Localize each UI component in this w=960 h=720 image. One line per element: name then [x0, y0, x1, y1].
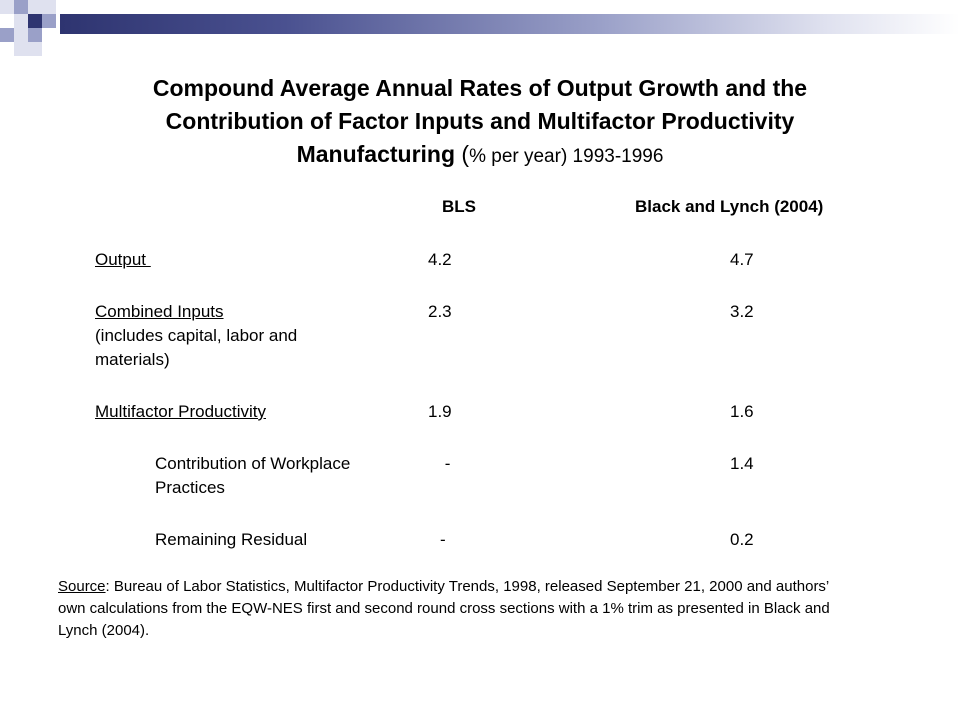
deco-square [28, 28, 42, 42]
source-text: : Bureau of Labor Statistics, Multifacto… [58, 578, 830, 639]
row-value-bls: 1.9 [428, 402, 452, 421]
header-gradient-bar [60, 14, 960, 34]
row-note-combined-inputs: (includes capital, labor and materials) [95, 326, 298, 369]
source-label: Source [58, 578, 106, 595]
deco-square [0, 28, 14, 42]
row-value-black-lynch: 0.2 [730, 530, 754, 549]
title-paren: ( [461, 141, 470, 167]
source-note: Source: Bureau of Labor Statistics, Mult… [58, 576, 858, 642]
row-value-black-lynch: 4.7 [730, 250, 754, 269]
title-manufacturing: Manufacturing [296, 141, 456, 167]
row-value-black-lynch: 1.4 [730, 454, 754, 473]
deco-square [0, 0, 14, 14]
deco-square [14, 14, 28, 28]
deco-square [42, 0, 56, 14]
row-value-bls: 4.2 [428, 250, 452, 269]
column-header-black-lynch: Black and Lynch (2004) [635, 197, 824, 216]
deco-square [14, 42, 28, 56]
slide-title: Compound Average Annual Rates of Output … [60, 72, 900, 173]
row-value-bls: - [440, 530, 446, 549]
deco-square [28, 42, 42, 56]
row-value-bls: - [440, 454, 451, 473]
deco-square [28, 0, 42, 14]
deco-square [14, 28, 28, 42]
row-label-combined-inputs: Combined Inputs [95, 302, 224, 321]
column-header-bls: BLS [442, 197, 476, 216]
title-line-2: Contribution of Factor Inputs and Multif… [165, 108, 795, 134]
title-line-1: Compound Average Annual Rates of Output … [152, 75, 808, 101]
header-decoration [0, 0, 960, 60]
row-label-workplace-practices: Contribution of Workplace Practices [155, 454, 351, 497]
row-label-output: Output [95, 250, 151, 269]
row-value-bls: 2.3 [428, 302, 452, 321]
row-value-black-lynch: 3.2 [730, 302, 754, 321]
deco-square [28, 14, 42, 28]
deco-square [14, 0, 28, 14]
title-line-3: Manufacturing (% per year) 1993-1996 [60, 138, 900, 173]
title-units: % per year) 1993-1996 [469, 146, 664, 167]
row-label-multifactor-productivity: Multifactor Productivity [95, 402, 266, 421]
row-label-remaining-residual: Remaining Residual [155, 530, 308, 549]
deco-square [42, 14, 56, 28]
row-value-black-lynch: 1.6 [730, 402, 754, 421]
